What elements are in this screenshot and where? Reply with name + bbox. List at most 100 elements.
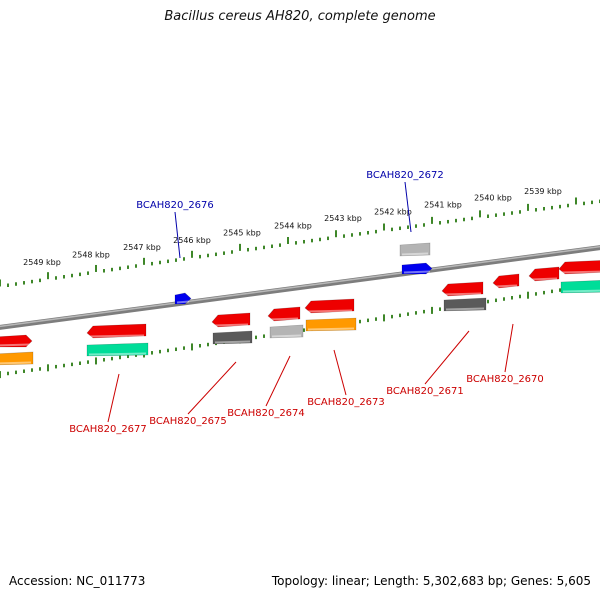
gene-arrow-red[interactable] <box>528 266 560 282</box>
minor-tick <box>359 319 361 324</box>
minor-tick <box>535 292 537 296</box>
minor-tick <box>207 253 209 258</box>
minor-tick <box>167 259 169 264</box>
minor-tick <box>215 252 217 257</box>
gene-arrow-blue[interactable] <box>174 292 192 305</box>
gene-arrow-shine <box>445 307 485 311</box>
minor-tick <box>223 251 225 255</box>
minor-tick <box>151 351 153 355</box>
gene-arrow-orange[interactable] <box>0 351 34 366</box>
gene-label-2677[interactable]: BCAH820_2677 <box>69 424 147 435</box>
minor-tick <box>471 216 473 221</box>
gene-label-2675[interactable]: BCAH820_2675 <box>149 416 227 427</box>
minor-tick <box>87 271 89 275</box>
minor-tick <box>103 269 105 273</box>
minor-tick <box>63 363 65 368</box>
minor-tick <box>551 289 553 294</box>
gene-arrow-shine <box>560 270 600 274</box>
minor-tick <box>391 314 393 319</box>
tick-label: 2547 kbp <box>123 243 161 252</box>
minor-tick <box>31 279 33 284</box>
gene-arrow-orange[interactable] <box>305 317 357 332</box>
minor-tick <box>407 312 409 316</box>
minor-tick <box>263 334 265 338</box>
gene-arrow-light_gray[interactable] <box>269 324 304 339</box>
minor-tick <box>23 281 25 285</box>
gene-label-2672[interactable]: BCAH820_2672 <box>366 170 444 181</box>
tick-label: 2541 kbp <box>424 200 462 209</box>
gene-arrow-teal[interactable] <box>86 342 149 357</box>
minor-tick <box>543 206 545 211</box>
minor-tick <box>551 205 553 210</box>
gene-arrow-red[interactable] <box>0 334 33 348</box>
gene-arrow-dark_gray[interactable] <box>212 330 253 345</box>
gene-label-2671[interactable]: BCAH820_2671 <box>386 386 464 397</box>
gene-arrow-red[interactable] <box>86 323 147 339</box>
major-tick <box>287 236 289 244</box>
minor-tick <box>159 260 161 265</box>
tick-label: 2543 kbp <box>324 214 362 223</box>
major-tick <box>335 230 337 238</box>
gene-arrow-teal[interactable] <box>560 280 600 294</box>
minor-tick <box>111 267 113 272</box>
minor-tick <box>495 298 497 303</box>
minor-tick <box>303 328 305 332</box>
minor-tick <box>79 361 81 365</box>
gene-arrow-shine <box>213 323 249 327</box>
minor-tick <box>263 245 265 250</box>
minor-tick <box>175 347 177 352</box>
gene-arrow-red[interactable] <box>441 281 484 297</box>
minor-tick <box>231 250 233 254</box>
tick-label: 2539 kbp <box>524 187 562 196</box>
gene-arrow-shine <box>214 340 251 344</box>
minor-tick <box>79 272 81 277</box>
gene-arrow-red[interactable] <box>304 298 355 314</box>
gene-arrow-shine <box>176 300 190 304</box>
minor-tick <box>423 309 425 314</box>
major-tick <box>479 210 481 218</box>
minor-tick <box>7 283 9 287</box>
minor-tick <box>359 232 361 236</box>
gene-arrow-red[interactable] <box>492 273 520 289</box>
gene-arrow-blue[interactable] <box>401 262 433 275</box>
label-connector <box>504 323 514 373</box>
minor-tick <box>183 257 185 261</box>
gene-arrow-shine <box>306 309 353 313</box>
minor-tick <box>407 225 409 229</box>
minor-tick <box>15 282 17 286</box>
major-tick <box>431 306 433 314</box>
tick-label: 2546 kbp <box>173 236 211 245</box>
gene-label-2673[interactable]: BCAH820_2673 <box>307 397 385 408</box>
minor-tick <box>343 234 345 238</box>
minor-tick <box>199 343 201 348</box>
minor-tick <box>271 244 273 249</box>
label-connectors <box>107 181 514 423</box>
gene-arrow-light_gray[interactable] <box>399 242 431 257</box>
minor-tick <box>103 358 105 362</box>
gene-arrow-red[interactable] <box>558 260 600 275</box>
label-connector <box>107 373 120 423</box>
major-tick <box>191 250 193 258</box>
gene-label-2676[interactable]: BCAH820_2676 <box>136 200 214 211</box>
minor-tick <box>519 294 521 299</box>
gene-arrow-dark_gray[interactable] <box>443 297 487 312</box>
gene-label-2670[interactable]: BCAH820_2670 <box>466 374 544 385</box>
tick-label: 2545 kbp <box>223 229 261 238</box>
gene-label-2674[interactable]: BCAH820_2674 <box>227 408 305 419</box>
minor-tick <box>127 354 129 359</box>
gene-arrow-shine <box>0 361 32 365</box>
minor-tick <box>583 201 585 206</box>
major-tick <box>47 364 49 372</box>
gene-arrow-shine <box>443 292 482 296</box>
label-connector <box>333 349 347 396</box>
gene-arrow-red[interactable] <box>211 312 251 328</box>
minor-tick <box>319 237 321 242</box>
gene-arrow-shine <box>269 317 299 321</box>
minor-tick <box>375 229 377 234</box>
minor-tick <box>423 223 425 227</box>
gene-arrow-red[interactable] <box>267 306 301 322</box>
minor-tick <box>159 349 161 354</box>
minor-tick <box>127 265 129 269</box>
minor-tick <box>183 346 185 350</box>
